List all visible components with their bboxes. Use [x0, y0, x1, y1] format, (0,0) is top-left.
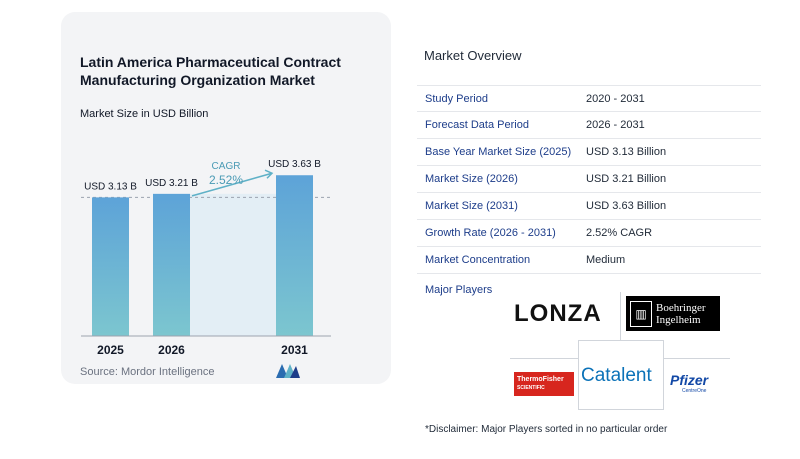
overview-table: Study Period 2020 - 2031 Forecast Data Per… [417, 85, 761, 274]
overview-row: Growth Rate (2026 - 2031) 2.52% CAGR [417, 220, 761, 247]
bar-value-label: USD 3.63 B [268, 159, 321, 170]
overview-row-label: Base Year Market Size (2025) [425, 146, 572, 158]
overview-row-value: 2.52% CAGR [586, 227, 653, 239]
overview-row-label: Market Size (2031) [425, 200, 518, 212]
boehringer-line1: Boehringer [656, 301, 706, 314]
overview-row-label: Study Period [425, 92, 488, 105]
overview-row-label: Forecast Data Period [425, 119, 529, 131]
cagr-arrow-head [264, 169, 274, 179]
catalent-logo: Catalent [581, 365, 652, 386]
overview-row: Base Year Market Size (2025) USD 3.13 Bil… [417, 139, 761, 166]
boehringer-mark-icon: ▥ [630, 300, 652, 327]
thermo-fisher-logo: ThermoFisher SCIENTIFIC [514, 372, 574, 396]
overview-row: Market Size (2026) USD 3.21 Billion [417, 166, 761, 193]
overview-row-value: 2026 - 2031 [586, 119, 645, 131]
chart-card: Latin America Pharmaceutical Contract Ma… [61, 12, 391, 384]
overview-row-value: USD 3.13 Billion [586, 146, 667, 158]
pfizer-name: Pfizer [670, 372, 709, 388]
logo-divider [664, 358, 730, 359]
catalent-logo-box: Catalent [578, 340, 664, 410]
bar-value-label: USD 3.13 B [84, 181, 137, 192]
chart-subtitle: Market Size in USD Billion [80, 108, 209, 120]
category-label: 2026 [158, 343, 185, 357]
overview-row: Market Size (2031) USD 3.63 Billion [417, 193, 761, 220]
overview-row-value: USD 3.21 Billion [586, 173, 667, 185]
major-players-label: Major Players [425, 284, 493, 296]
overview-row-value: Medium [586, 254, 626, 266]
logo-divider [620, 292, 621, 340]
thermo-line2: SCIENTIFIC [517, 385, 545, 391]
chart-source: Source: Mordor Intelligence [80, 366, 215, 378]
pfizer-logo: Pfizer CentreOne [670, 372, 708, 394]
overview-row-label: Market Size (2026) [425, 173, 518, 185]
pfizer-sub: CentreOne [682, 388, 707, 394]
major-players-logos: LONZA ▥ Boehringer Ingelheim ThermoFishe… [510, 292, 730, 410]
disclaimer: *Disclaimer: Major Players sorted in no … [425, 424, 668, 435]
overview-row: Forecast Data Period 2026 - 2031 [417, 112, 761, 139]
chart-title: Latin America Pharmaceutical Contract Ma… [80, 54, 341, 88]
category-label: 2025 [97, 343, 124, 357]
cagr-value: 2.52% [209, 173, 243, 187]
overview-row-value: 2020 - 2031 [586, 92, 645, 105]
category-label: 2031 [281, 343, 308, 357]
cagr-arrow [191, 172, 273, 197]
thermo-line1: ThermoFisher [517, 376, 564, 383]
boehringer-ingelheim-logo: ▥ Boehringer Ingelheim [626, 296, 720, 331]
mordor-intelligence-logo-icon [276, 364, 300, 378]
lonza-logo: LONZA [514, 300, 602, 327]
bar-chart: USD 3.13 B 2025 USD 3.21 B 2026 USD 3.63 B 20… [81, 159, 331, 357]
logo-divider [510, 358, 578, 359]
bar-2025 [92, 197, 129, 336]
bar-2026 [153, 193, 190, 336]
bar-2031 [276, 175, 313, 336]
cagr-band [190, 193, 276, 336]
bar-value-label: USD 3.21 B [145, 178, 198, 189]
boehringer-line2: Ingelheim [656, 313, 701, 326]
overview-title: Market Overview [424, 48, 522, 63]
cagr-label: CAGR [212, 161, 241, 172]
overview-row-value: USD 3.63 Billion [586, 200, 667, 212]
overview-row: Market Concentration Medium [417, 247, 761, 274]
overview-row: Study Period 2020 - 2031 [417, 85, 761, 112]
overview-row-label: Growth Rate (2026 - 2031) [425, 227, 556, 239]
overview-row-label: Market Concentration [425, 254, 531, 266]
